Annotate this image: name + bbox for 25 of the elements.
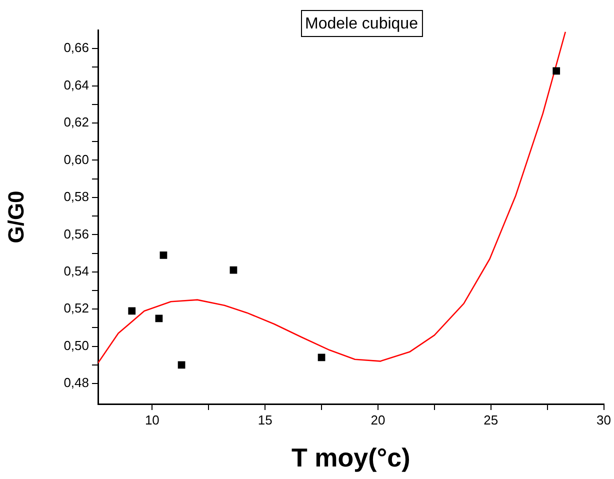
y-axis-title: G/G0 [3, 190, 28, 244]
point [128, 307, 136, 315]
y-tick-label: 0,66 [64, 40, 89, 56]
annotation: Modele cubique [305, 15, 418, 32]
x-tick-label: 30 [596, 412, 612, 428]
x-axis-title: T moy(°c) [292, 442, 410, 473]
y-tick-label: 0,50 [64, 338, 89, 353]
point [160, 251, 168, 259]
point [155, 314, 163, 322]
y-tick-label: 0,56 [64, 226, 89, 242]
y-tick-label: 0,60 [64, 152, 89, 167]
point [178, 361, 186, 369]
point [230, 266, 238, 274]
y-tick-label: 0,58 [64, 189, 89, 204]
x-tick-label: 10 [144, 412, 160, 428]
x-tick-label: 25 [484, 412, 498, 428]
point [318, 354, 326, 362]
y-tick-label: 0,62 [64, 114, 89, 130]
point [552, 67, 560, 75]
y-tick-label: 0,52 [64, 300, 89, 316]
y-tick-label: 0,64 [64, 77, 89, 92]
y-tick-label: 0,54 [64, 263, 89, 278]
x-tick-label: 20 [370, 412, 386, 428]
y-tick-label: 0,48 [64, 375, 89, 390]
x-tick-label: 15 [258, 412, 272, 428]
